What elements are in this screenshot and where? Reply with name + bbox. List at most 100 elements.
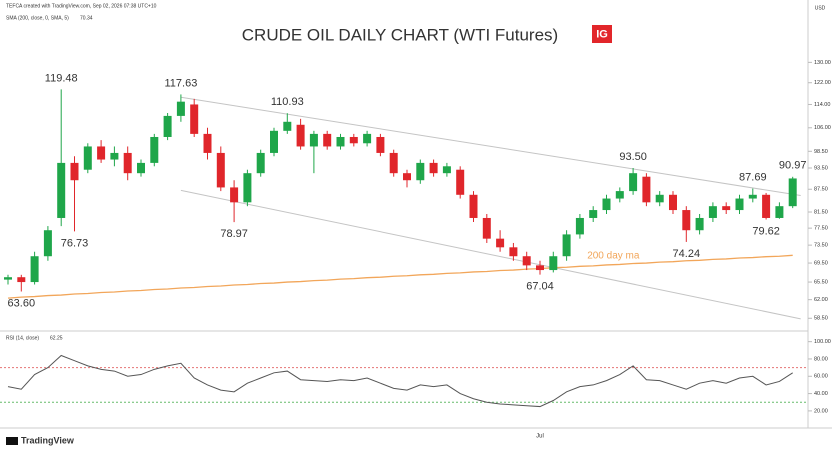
rsi-line bbox=[7, 354, 793, 408]
candle-body bbox=[629, 173, 638, 192]
trendline bbox=[180, 96, 801, 197]
candle-body bbox=[735, 198, 744, 211]
candle-body bbox=[509, 247, 518, 257]
y-tick-label: 81.50 bbox=[814, 209, 828, 215]
candle-body bbox=[110, 152, 119, 160]
candle-body bbox=[602, 198, 611, 211]
y-tick-label: 73.50 bbox=[814, 243, 828, 249]
price-annotation: 119.48 bbox=[45, 72, 78, 84]
candle-body bbox=[349, 136, 358, 144]
price-annotation: 110.93 bbox=[271, 96, 304, 108]
price-annotation: 87.69 bbox=[739, 171, 767, 183]
candle-body bbox=[363, 133, 372, 144]
candle-body bbox=[283, 121, 292, 131]
y-tick-label: 77.50 bbox=[814, 226, 828, 232]
candle-body bbox=[163, 115, 172, 137]
candle-body bbox=[762, 194, 771, 218]
y-tick-label: 87.50 bbox=[814, 187, 828, 193]
candle-body bbox=[748, 194, 757, 199]
candle-body bbox=[562, 234, 571, 257]
price-annotation: 67.04 bbox=[526, 281, 554, 293]
x-tick-label: Jul bbox=[536, 434, 544, 440]
candle-body bbox=[429, 162, 438, 174]
y-tick-label: 40.00 bbox=[814, 391, 828, 397]
candle-body bbox=[482, 217, 491, 239]
candle-body bbox=[522, 256, 531, 266]
badge-box bbox=[592, 25, 612, 43]
indicator-name: SMA (200, close, 0, SMA, 5) bbox=[6, 15, 69, 21]
candle-body bbox=[30, 256, 39, 283]
y-tick-label: 65.50 bbox=[814, 280, 828, 286]
candle-body bbox=[722, 206, 731, 211]
price-annotation: 78.97 bbox=[220, 228, 248, 240]
candle-body bbox=[17, 277, 26, 283]
price-annotation: 74.24 bbox=[673, 248, 701, 260]
candle-body bbox=[655, 194, 664, 203]
y-tick-label: 58.50 bbox=[814, 316, 828, 322]
candle-body bbox=[549, 256, 558, 271]
y-tick-label: 130.00 bbox=[814, 60, 831, 66]
candle-body bbox=[43, 230, 52, 257]
candle-body bbox=[708, 206, 717, 218]
candle-body bbox=[496, 238, 505, 248]
candle-body bbox=[57, 162, 66, 218]
candle-body bbox=[669, 194, 677, 211]
indicator-value: 70.34 bbox=[80, 15, 93, 21]
source-note: TEFCA created with TradingView.com, Sep … bbox=[6, 3, 157, 9]
y-tick-label: 100.00 bbox=[814, 339, 831, 345]
y-tick-label: 98.50 bbox=[814, 149, 828, 155]
y-tick-label: 69.50 bbox=[814, 261, 828, 267]
candle-body bbox=[456, 169, 465, 195]
candle-body bbox=[190, 104, 199, 134]
price-annotation: 117.63 bbox=[164, 77, 197, 89]
candle-body bbox=[775, 206, 784, 218]
candle-body bbox=[416, 162, 425, 181]
candle-body bbox=[216, 152, 225, 188]
y-tick-label: 122.00 bbox=[814, 80, 831, 86]
candle-body bbox=[309, 133, 318, 147]
y-tick-label: 20.00 bbox=[814, 408, 828, 414]
candle-body bbox=[150, 136, 159, 163]
candle-body bbox=[256, 152, 265, 174]
candle-body bbox=[243, 173, 252, 203]
candle-body bbox=[137, 162, 145, 174]
candle-body bbox=[575, 217, 584, 235]
candle-body bbox=[642, 176, 651, 203]
rsi-last-value: 62.25 bbox=[50, 335, 63, 341]
y-tick-label: 62.00 bbox=[814, 297, 828, 303]
y-tick-label: 60.00 bbox=[814, 374, 828, 380]
candle-body bbox=[70, 162, 79, 181]
brand-logo: TradingView bbox=[6, 435, 75, 445]
candle-body bbox=[336, 136, 345, 147]
chart-title: CRUDE OIL DAILY CHART (WTI Futures) bbox=[242, 25, 558, 44]
y-tick-label: 106.00 bbox=[814, 125, 831, 131]
rsi-title: RSI (14, close) bbox=[6, 335, 39, 341]
price-annotation: 90.97 bbox=[779, 160, 807, 172]
badge: IG bbox=[596, 28, 608, 40]
candle-body bbox=[615, 191, 624, 199]
price-annotation: 79.62 bbox=[752, 225, 780, 237]
price-annotation: 63.60 bbox=[8, 297, 36, 309]
price-annotation: 76.73 bbox=[61, 237, 89, 249]
candle-body bbox=[389, 152, 398, 174]
y-tick-label: 114.00 bbox=[814, 102, 830, 108]
brand: TradingView bbox=[21, 435, 75, 445]
candle-body bbox=[4, 277, 12, 280]
candle-body bbox=[83, 146, 92, 170]
candle-body bbox=[123, 152, 132, 174]
candle-body bbox=[230, 187, 239, 203]
trendline bbox=[180, 189, 801, 320]
candle-body bbox=[97, 146, 106, 160]
candle-body bbox=[203, 133, 212, 153]
candle-body bbox=[403, 173, 411, 181]
currency: USD bbox=[815, 5, 826, 11]
candle-body bbox=[788, 178, 797, 207]
logo-icon bbox=[6, 437, 18, 445]
candle-body bbox=[536, 265, 544, 271]
candle-body bbox=[176, 101, 185, 116]
moving-average bbox=[7, 254, 793, 299]
candle-body bbox=[442, 166, 451, 174]
candle-body bbox=[695, 217, 704, 231]
overlay-label: 200 day ma bbox=[587, 250, 640, 261]
candle-body bbox=[589, 210, 598, 218]
